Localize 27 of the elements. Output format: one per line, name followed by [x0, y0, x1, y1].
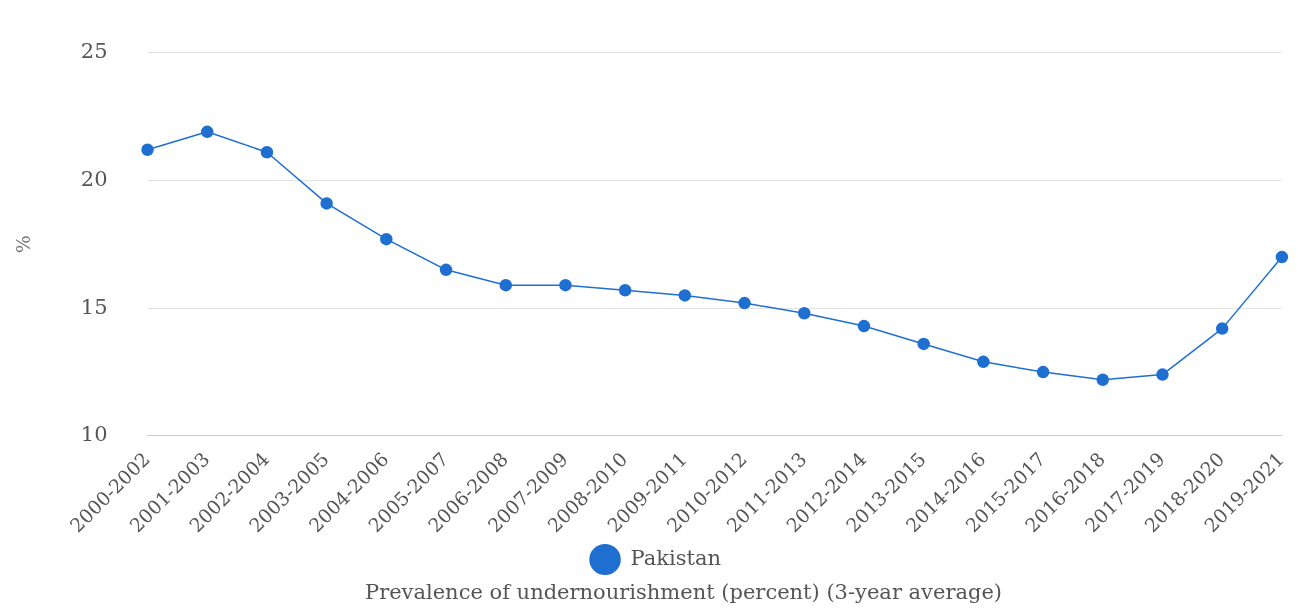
y-tick-label: 15 [80, 294, 108, 319]
point [798, 307, 811, 320]
point [260, 146, 274, 159]
point [977, 355, 990, 369]
point [380, 232, 393, 246]
point [320, 197, 333, 210]
point [917, 337, 930, 351]
point [857, 319, 871, 333]
point [1215, 322, 1229, 335]
y-axis-title: % [12, 235, 35, 254]
point [1096, 373, 1110, 386]
point [439, 263, 453, 277]
legend-label: Pakistan [630, 545, 721, 570]
y-tick-label: 10 [80, 422, 108, 447]
point [738, 296, 751, 310]
y-tick-label: 20 [80, 166, 108, 191]
point [618, 284, 632, 297]
point [1275, 250, 1289, 264]
text: Prevalence of undernourishment (percent) (3-year average) [365, 580, 1003, 604]
point [559, 278, 572, 292]
point [1156, 368, 1169, 381]
y-tick-label: 25 [80, 39, 108, 64]
point [200, 125, 214, 139]
point [678, 289, 692, 302]
point [499, 278, 512, 292]
point [141, 143, 154, 156]
point [1036, 365, 1050, 379]
